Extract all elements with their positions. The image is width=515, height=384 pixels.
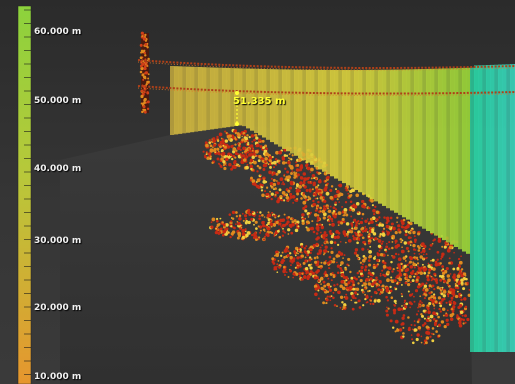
vegetation-point-cloud xyxy=(202,128,472,345)
power-line-conductors xyxy=(137,59,515,96)
color-scale-bar xyxy=(17,5,32,384)
scale-label-50m: 50.000 m xyxy=(34,96,82,106)
clearance-wall xyxy=(170,64,515,353)
measurement-value-label: 51.335 m xyxy=(233,96,286,107)
scale-label-40m: 40.000 m xyxy=(34,164,82,174)
scale-label-20m: 20.000 m xyxy=(34,303,82,313)
scale-label-10m: 10.000 m xyxy=(34,372,82,382)
tower-icon[interactable] xyxy=(139,31,150,114)
scale-label-30m: 30.000 m xyxy=(34,236,82,246)
scale-label-60m: 60.000 m xyxy=(34,27,82,37)
measure-marker-icon[interactable] xyxy=(235,91,239,126)
